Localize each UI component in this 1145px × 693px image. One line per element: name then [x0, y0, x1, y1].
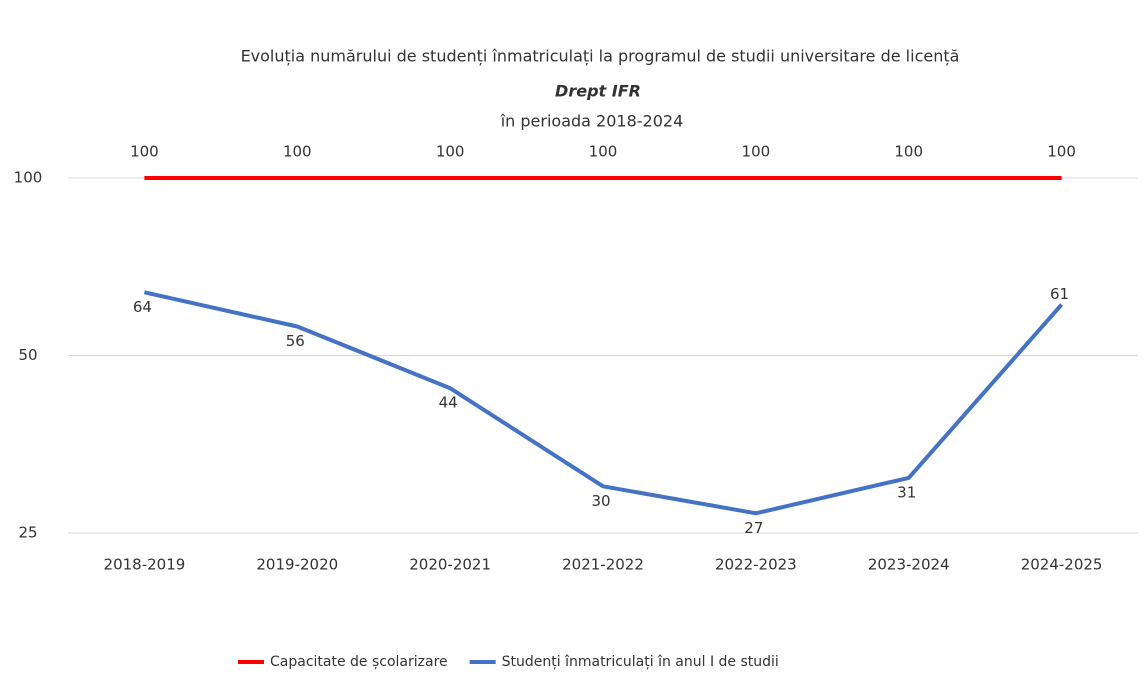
- x-tick-label: 2018-2019: [104, 556, 186, 574]
- x-tick-label: 2024-2025: [1021, 556, 1103, 574]
- data-label: 30: [591, 492, 610, 510]
- series-line: [143, 290, 1064, 516]
- data-label: 100: [283, 143, 312, 161]
- data-label: 100: [436, 143, 465, 161]
- x-tick-label: 2019-2020: [256, 556, 338, 574]
- chart-subtitle: Drept IFR: [555, 82, 641, 101]
- data-label: 64: [133, 298, 152, 316]
- data-label: 100: [589, 143, 618, 161]
- chart-period: în perioada 2018-2024: [500, 112, 684, 131]
- data-label: 100: [1047, 143, 1076, 161]
- legend-label: Capacitate de școlarizare: [270, 654, 448, 670]
- y-tick-label: 50: [18, 346, 37, 364]
- data-label: 44: [439, 394, 458, 412]
- x-tick-label: 2023-2024: [868, 556, 950, 574]
- y-tick-label: 100: [14, 169, 43, 187]
- data-label: 100: [130, 143, 159, 161]
- data-label: 31: [897, 483, 916, 501]
- data-label: 100: [742, 143, 771, 161]
- y-tick-label: 25: [18, 524, 37, 542]
- data-label: 100: [894, 143, 923, 161]
- x-tick-label: 2022-2023: [715, 556, 797, 574]
- x-tick-label: 2021-2022: [562, 556, 644, 574]
- legend-label: Studenți înmatriculați în anul I de stud…: [502, 654, 779, 670]
- data-label: 61: [1050, 285, 1069, 303]
- x-tick-label: 2020-2021: [409, 556, 491, 574]
- data-label: 56: [286, 332, 305, 350]
- data-label: 27: [744, 519, 763, 537]
- chart-title: Evoluția numărului de studenți înmatricu…: [241, 47, 960, 66]
